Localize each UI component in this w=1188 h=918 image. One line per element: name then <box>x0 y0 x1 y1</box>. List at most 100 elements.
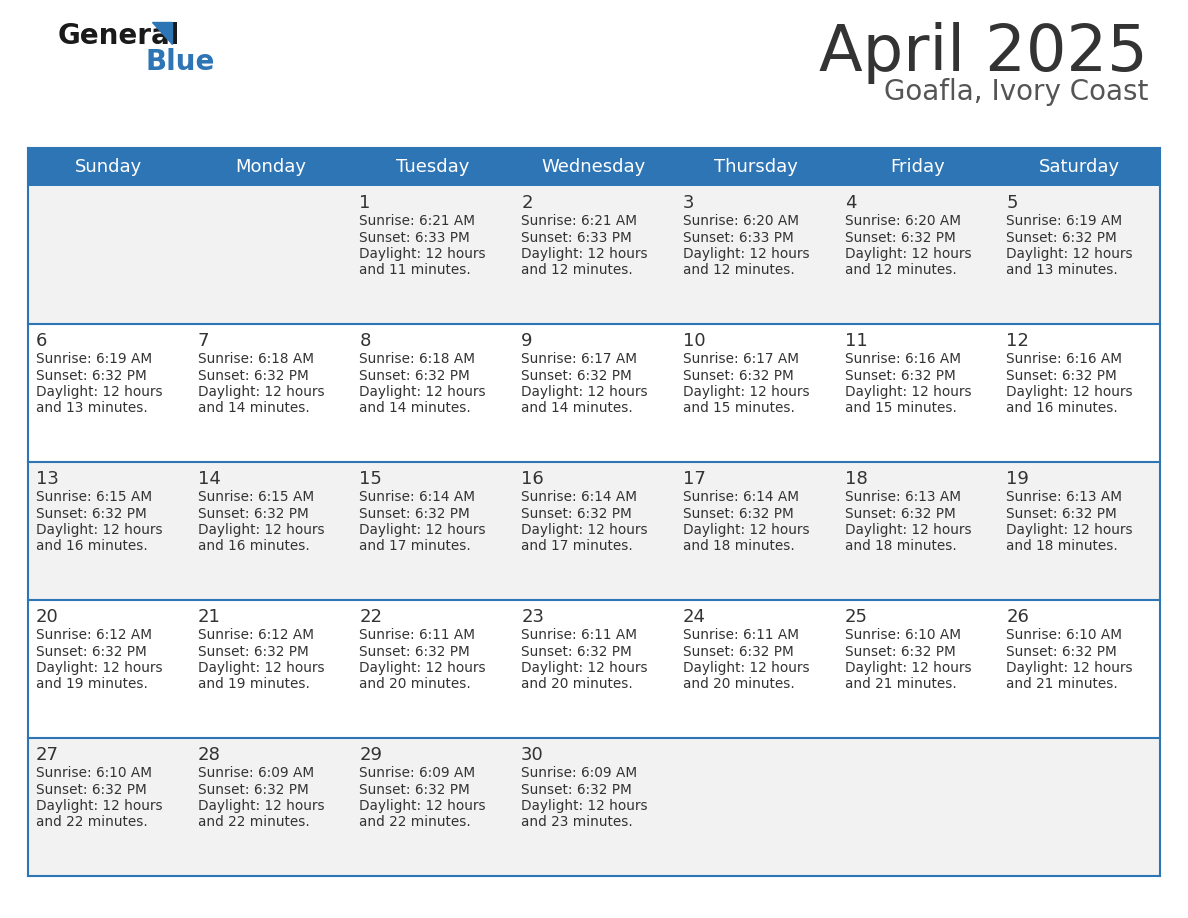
Text: Goafla, Ivory Coast: Goafla, Ivory Coast <box>884 78 1148 106</box>
Text: 16: 16 <box>522 470 544 488</box>
Text: 13: 13 <box>36 470 59 488</box>
Text: Daylight: 12 hours: Daylight: 12 hours <box>522 247 647 261</box>
Text: and 23 minutes.: and 23 minutes. <box>522 815 633 830</box>
Text: Sunrise: 6:21 AM: Sunrise: 6:21 AM <box>360 214 475 228</box>
Text: Daylight: 12 hours: Daylight: 12 hours <box>683 247 809 261</box>
Text: Sunrise: 6:19 AM: Sunrise: 6:19 AM <box>36 352 152 366</box>
Text: Sunrise: 6:15 AM: Sunrise: 6:15 AM <box>197 490 314 504</box>
Text: Daylight: 12 hours: Daylight: 12 hours <box>845 661 972 675</box>
Text: 10: 10 <box>683 332 706 350</box>
Text: Sunrise: 6:20 AM: Sunrise: 6:20 AM <box>683 214 798 228</box>
Text: Sunrise: 6:13 AM: Sunrise: 6:13 AM <box>1006 490 1123 504</box>
Text: Daylight: 12 hours: Daylight: 12 hours <box>522 661 647 675</box>
Text: 23: 23 <box>522 608 544 626</box>
Text: Sunrise: 6:14 AM: Sunrise: 6:14 AM <box>683 490 798 504</box>
Text: 29: 29 <box>360 746 383 764</box>
Text: Sunset: 6:32 PM: Sunset: 6:32 PM <box>36 507 147 521</box>
Text: Daylight: 12 hours: Daylight: 12 hours <box>1006 385 1133 399</box>
Bar <box>29 186 1159 324</box>
Text: Friday: Friday <box>890 158 944 176</box>
Text: and 22 minutes.: and 22 minutes. <box>197 815 309 830</box>
Text: General: General <box>58 22 181 50</box>
Text: and 13 minutes.: and 13 minutes. <box>36 401 147 416</box>
Text: 8: 8 <box>360 332 371 350</box>
Text: Sunrise: 6:11 AM: Sunrise: 6:11 AM <box>360 628 475 642</box>
Text: Sunset: 6:32 PM: Sunset: 6:32 PM <box>197 507 309 521</box>
Bar <box>29 324 1159 462</box>
Text: Sunrise: 6:16 AM: Sunrise: 6:16 AM <box>1006 352 1123 366</box>
Text: 22: 22 <box>360 608 383 626</box>
Bar <box>29 600 1159 738</box>
Text: Daylight: 12 hours: Daylight: 12 hours <box>522 799 647 813</box>
Text: Daylight: 12 hours: Daylight: 12 hours <box>197 523 324 537</box>
Text: Sunset: 6:32 PM: Sunset: 6:32 PM <box>197 368 309 383</box>
Text: Sunset: 6:32 PM: Sunset: 6:32 PM <box>845 507 955 521</box>
Text: Sunrise: 6:13 AM: Sunrise: 6:13 AM <box>845 490 961 504</box>
Polygon shape <box>152 22 172 44</box>
Text: and 14 minutes.: and 14 minutes. <box>360 401 472 416</box>
Text: and 17 minutes.: and 17 minutes. <box>360 540 472 554</box>
Text: Tuesday: Tuesday <box>396 158 469 176</box>
Text: Daylight: 12 hours: Daylight: 12 hours <box>1006 247 1133 261</box>
Text: Thursday: Thursday <box>714 158 797 176</box>
Text: Daylight: 12 hours: Daylight: 12 hours <box>36 385 163 399</box>
Text: Daylight: 12 hours: Daylight: 12 hours <box>845 385 972 399</box>
Text: and 18 minutes.: and 18 minutes. <box>845 540 956 554</box>
Text: and 12 minutes.: and 12 minutes. <box>522 263 633 277</box>
Text: Sunset: 6:32 PM: Sunset: 6:32 PM <box>683 507 794 521</box>
Text: Sunrise: 6:10 AM: Sunrise: 6:10 AM <box>1006 628 1123 642</box>
Text: and 16 minutes.: and 16 minutes. <box>1006 401 1118 416</box>
Text: Sunrise: 6:16 AM: Sunrise: 6:16 AM <box>845 352 961 366</box>
Text: Sunset: 6:32 PM: Sunset: 6:32 PM <box>845 230 955 244</box>
Text: Daylight: 12 hours: Daylight: 12 hours <box>845 523 972 537</box>
Text: Sunset: 6:32 PM: Sunset: 6:32 PM <box>360 368 470 383</box>
Text: 6: 6 <box>36 332 48 350</box>
Text: Sunset: 6:33 PM: Sunset: 6:33 PM <box>360 230 470 244</box>
Text: 19: 19 <box>1006 470 1029 488</box>
Text: Sunrise: 6:19 AM: Sunrise: 6:19 AM <box>1006 214 1123 228</box>
Text: 3: 3 <box>683 194 694 212</box>
Text: Sunrise: 6:09 AM: Sunrise: 6:09 AM <box>197 766 314 780</box>
Text: Sunrise: 6:17 AM: Sunrise: 6:17 AM <box>683 352 798 366</box>
Text: Sunrise: 6:11 AM: Sunrise: 6:11 AM <box>522 628 637 642</box>
Text: and 14 minutes.: and 14 minutes. <box>197 401 309 416</box>
Text: 21: 21 <box>197 608 221 626</box>
Text: and 20 minutes.: and 20 minutes. <box>522 677 633 691</box>
Text: Sunset: 6:32 PM: Sunset: 6:32 PM <box>1006 230 1117 244</box>
Text: Sunrise: 6:20 AM: Sunrise: 6:20 AM <box>845 214 961 228</box>
Text: and 11 minutes.: and 11 minutes. <box>360 263 472 277</box>
Bar <box>29 148 1159 186</box>
Text: Sunset: 6:32 PM: Sunset: 6:32 PM <box>683 644 794 658</box>
Text: and 22 minutes.: and 22 minutes. <box>36 815 147 830</box>
Text: 25: 25 <box>845 608 867 626</box>
Text: Daylight: 12 hours: Daylight: 12 hours <box>197 661 324 675</box>
Text: Sunset: 6:32 PM: Sunset: 6:32 PM <box>36 644 147 658</box>
Text: Daylight: 12 hours: Daylight: 12 hours <box>36 799 163 813</box>
Text: and 12 minutes.: and 12 minutes. <box>845 263 956 277</box>
Text: Sunset: 6:32 PM: Sunset: 6:32 PM <box>522 644 632 658</box>
Text: 17: 17 <box>683 470 706 488</box>
Text: Sunrise: 6:17 AM: Sunrise: 6:17 AM <box>522 352 637 366</box>
Text: Sunrise: 6:15 AM: Sunrise: 6:15 AM <box>36 490 152 504</box>
Text: Sunrise: 6:18 AM: Sunrise: 6:18 AM <box>360 352 475 366</box>
Text: Sunset: 6:33 PM: Sunset: 6:33 PM <box>522 230 632 244</box>
Text: Sunrise: 6:11 AM: Sunrise: 6:11 AM <box>683 628 798 642</box>
Text: 7: 7 <box>197 332 209 350</box>
Text: and 15 minutes.: and 15 minutes. <box>845 401 956 416</box>
Text: Sunrise: 6:18 AM: Sunrise: 6:18 AM <box>197 352 314 366</box>
Text: Saturday: Saturday <box>1038 158 1120 176</box>
Text: and 21 minutes.: and 21 minutes. <box>845 677 956 691</box>
Text: Sunset: 6:32 PM: Sunset: 6:32 PM <box>360 644 470 658</box>
Text: 11: 11 <box>845 332 867 350</box>
Text: and 22 minutes.: and 22 minutes. <box>360 815 472 830</box>
Text: Sunset: 6:32 PM: Sunset: 6:32 PM <box>197 782 309 797</box>
Text: and 13 minutes.: and 13 minutes. <box>1006 263 1118 277</box>
Text: 20: 20 <box>36 608 58 626</box>
Text: and 17 minutes.: and 17 minutes. <box>522 540 633 554</box>
Text: Daylight: 12 hours: Daylight: 12 hours <box>522 523 647 537</box>
Text: and 15 minutes.: and 15 minutes. <box>683 401 795 416</box>
Text: Daylight: 12 hours: Daylight: 12 hours <box>36 523 163 537</box>
Text: and 20 minutes.: and 20 minutes. <box>360 677 472 691</box>
Text: Sunrise: 6:21 AM: Sunrise: 6:21 AM <box>522 214 637 228</box>
Text: Daylight: 12 hours: Daylight: 12 hours <box>197 385 324 399</box>
